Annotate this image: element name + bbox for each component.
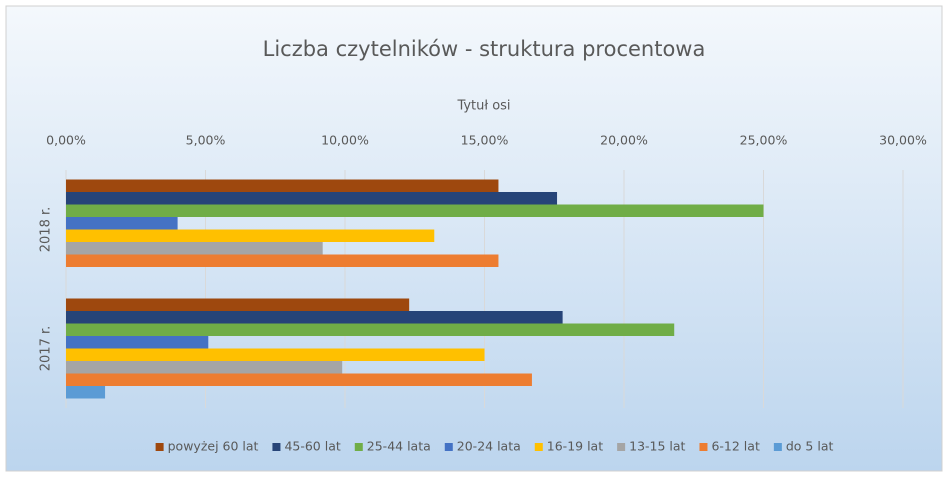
legend-swatch <box>444 443 453 451</box>
legend-label: powyżej 60 lat <box>168 439 259 454</box>
x-tick-label: 20,00% <box>600 133 648 148</box>
bar <box>66 373 532 386</box>
x-tick-label: 10,00% <box>321 133 369 148</box>
bar <box>66 229 435 242</box>
x-tick-label: 0,00% <box>46 133 86 148</box>
legend-swatch <box>155 443 164 451</box>
bar <box>66 179 499 192</box>
x-tick-label: 15,00% <box>461 133 509 148</box>
bar <box>66 336 209 349</box>
bar <box>66 386 106 399</box>
legend-label: 25-44 lata <box>367 439 431 454</box>
legend-label: 16-19 lat <box>547 439 603 454</box>
legend-label: 13-15 lat <box>629 439 685 454</box>
bar <box>66 298 410 311</box>
legend-swatch <box>773 443 782 451</box>
category-label: 2017 r. <box>39 326 54 372</box>
bar <box>66 311 563 324</box>
legend-label: do 5 lat <box>786 439 834 454</box>
legend-label: 6-12 lat <box>711 439 759 454</box>
bar <box>66 204 764 217</box>
chart-title: Liczba czytelników - struktura procentow… <box>263 37 706 61</box>
x-tick-label: 5,00% <box>186 133 226 148</box>
bar <box>66 361 343 374</box>
x-tick-label: 30,00% <box>879 133 927 148</box>
bar <box>66 323 675 336</box>
bar <box>66 242 323 255</box>
legend-swatch <box>272 443 281 451</box>
x-tick-label: 25,00% <box>740 133 788 148</box>
bar <box>66 217 178 230</box>
axis-title: Tytuł osi <box>456 99 510 114</box>
bar <box>66 192 558 205</box>
bar <box>66 254 499 267</box>
bar <box>66 348 485 361</box>
category-label: 2018 r. <box>39 207 54 253</box>
legend-swatch <box>354 443 363 451</box>
legend-swatch <box>699 443 708 451</box>
legend-swatch <box>534 443 543 451</box>
legend-swatch <box>617 443 626 451</box>
legend-label: 20-24 lata <box>457 439 521 454</box>
legend-label: 45-60 lat <box>284 439 340 454</box>
